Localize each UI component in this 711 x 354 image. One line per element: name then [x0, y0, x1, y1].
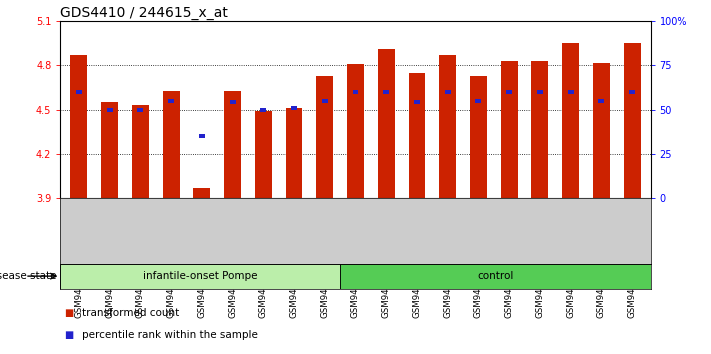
Text: transformed count: transformed count — [82, 308, 179, 318]
Bar — [409, 73, 425, 198]
Bar — [567, 90, 574, 94]
Bar — [383, 90, 389, 94]
Bar — [101, 102, 118, 198]
Bar — [470, 76, 487, 198]
Bar — [168, 99, 174, 103]
Bar — [378, 49, 395, 198]
Text: ■: ■ — [64, 330, 73, 339]
Bar — [230, 101, 235, 104]
Bar — [340, 264, 651, 289]
Bar — [163, 91, 180, 198]
Bar — [107, 108, 112, 112]
Text: infantile-onset Pompe: infantile-onset Pompe — [143, 271, 257, 281]
Bar — [353, 90, 358, 94]
Bar — [76, 90, 82, 94]
Bar — [624, 43, 641, 198]
Text: GDS4410 / 244615_x_at: GDS4410 / 244615_x_at — [60, 6, 228, 20]
Bar — [132, 105, 149, 198]
Bar — [224, 91, 241, 198]
Bar — [599, 99, 604, 103]
Bar — [439, 55, 456, 198]
Bar — [506, 90, 512, 94]
Bar — [414, 101, 420, 104]
Bar — [537, 90, 543, 94]
Bar — [322, 99, 328, 103]
Bar — [70, 55, 87, 198]
Text: control: control — [477, 271, 513, 281]
Bar — [199, 134, 205, 138]
Bar — [501, 61, 518, 198]
Text: percentile rank within the sample: percentile rank within the sample — [82, 330, 257, 339]
Bar — [316, 76, 333, 198]
Bar — [476, 99, 481, 103]
Bar — [260, 108, 266, 112]
Bar — [193, 188, 210, 198]
Bar — [593, 63, 610, 198]
Text: disease state: disease state — [0, 271, 57, 281]
Bar — [347, 64, 364, 198]
Bar — [629, 90, 635, 94]
Bar — [445, 90, 451, 94]
Bar — [286, 108, 302, 198]
Bar — [137, 108, 144, 112]
Bar — [562, 43, 579, 198]
Bar — [255, 111, 272, 198]
Bar — [291, 106, 297, 110]
Bar — [531, 61, 548, 198]
Text: ■: ■ — [64, 308, 73, 318]
Bar — [60, 264, 340, 289]
